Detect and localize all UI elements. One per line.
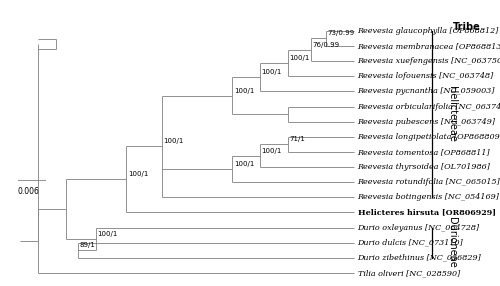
Text: 100/1: 100/1: [262, 69, 282, 75]
Text: Helictereae: Helictereae: [447, 86, 457, 142]
Text: Reevesia pycnantha [NC_059003]: Reevesia pycnantha [NC_059003]: [358, 88, 495, 96]
Text: Durio dulcis [NC_073110]: Durio dulcis [NC_073110]: [358, 239, 464, 247]
Text: Durio oxleyanus [NC_064728]: Durio oxleyanus [NC_064728]: [358, 224, 480, 232]
Text: Reevesia rotundifolia [NC_065015]: Reevesia rotundifolia [NC_065015]: [358, 178, 500, 186]
Text: Reevesia longipetiolata [OP868809]: Reevesia longipetiolata [OP868809]: [358, 133, 500, 141]
Text: Reevesia lofouensis [NC_063748]: Reevesia lofouensis [NC_063748]: [358, 72, 494, 80]
Text: Reevesia glaucophylla [OP868812]: Reevesia glaucophylla [OP868812]: [358, 27, 499, 35]
Text: 73/0.99: 73/0.99: [328, 30, 354, 36]
Text: Tilia oliveri [NC_028590]: Tilia oliveri [NC_028590]: [358, 269, 460, 277]
Text: 100/1: 100/1: [290, 55, 310, 61]
Text: 100/1: 100/1: [234, 88, 254, 94]
Text: 100/1: 100/1: [128, 171, 148, 177]
Text: 89/1: 89/1: [80, 242, 96, 248]
Text: 100/1: 100/1: [262, 148, 282, 154]
Text: 100/1: 100/1: [234, 161, 254, 167]
Text: 0.006: 0.006: [18, 187, 40, 196]
Text: Durioneae: Durioneae: [447, 217, 457, 268]
Text: 71/1: 71/1: [290, 136, 306, 142]
Text: 100/1: 100/1: [98, 231, 118, 237]
Text: 100/1: 100/1: [163, 138, 184, 144]
Text: Durio zibethinus [NC_036829]: Durio zibethinus [NC_036829]: [358, 254, 482, 262]
Text: Reevesia membranacea [OP868813]: Reevesia membranacea [OP868813]: [358, 42, 500, 50]
Text: Helicteres hirsuta [OR806929]: Helicteres hirsuta [OR806929]: [358, 208, 496, 217]
Text: 76/0.99: 76/0.99: [312, 42, 340, 48]
Text: Reevesia xuefengensis [NC_063750]: Reevesia xuefengensis [NC_063750]: [358, 57, 500, 65]
Text: Reevesia orbicularifolia [NC_063747]: Reevesia orbicularifolia [NC_063747]: [358, 103, 500, 110]
Text: Reevesia botingensis [NC_054169]: Reevesia botingensis [NC_054169]: [358, 193, 500, 201]
Text: Reevesia pubescens [NC_063749]: Reevesia pubescens [NC_063749]: [358, 118, 496, 126]
Text: Reevesia tomentosa [OP868811]: Reevesia tomentosa [OP868811]: [358, 148, 490, 156]
Text: Reevesia thyrsoidea [OL701986]: Reevesia thyrsoidea [OL701986]: [358, 163, 490, 171]
Text: Tribe: Tribe: [454, 22, 481, 32]
